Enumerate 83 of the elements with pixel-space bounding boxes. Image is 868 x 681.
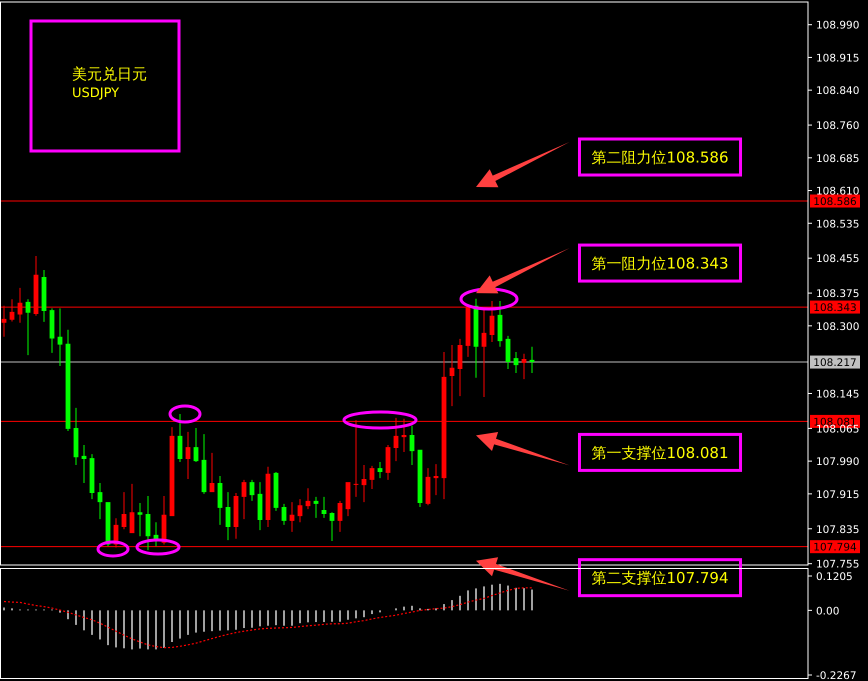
candlestick xyxy=(170,427,174,516)
ref-line-label: 108.586 xyxy=(813,196,858,208)
ref-line-label: 108.217 xyxy=(813,357,857,370)
candlestick xyxy=(218,476,222,525)
candlestick xyxy=(306,488,310,510)
candlestick xyxy=(138,503,142,536)
candlestick xyxy=(194,428,198,462)
line-series xyxy=(3,587,533,648)
y-tick-label: 108.535 xyxy=(816,218,860,230)
annotation: 第二阻力位108.586 xyxy=(591,148,729,167)
candlestick xyxy=(314,496,318,518)
candlestick xyxy=(386,444,390,480)
y-tick-label: 108.840 xyxy=(816,85,860,98)
ref-line-label: 107.794 xyxy=(813,542,858,554)
y-tick-label: 108.990 xyxy=(816,20,860,32)
y-tick-label: 107.990 xyxy=(816,456,860,468)
candlestick xyxy=(250,480,254,501)
candlestick xyxy=(426,468,430,506)
candlestick xyxy=(506,336,510,370)
y-tick-label: 107.755 xyxy=(816,558,860,571)
y-tick-label: 0.1205 xyxy=(816,571,853,583)
candlestick xyxy=(186,432,190,480)
candlestick xyxy=(530,346,534,373)
candlestick xyxy=(90,454,94,500)
y-tick-label: -0.2267 xyxy=(816,670,857,681)
candlestick xyxy=(66,330,70,432)
candlestick xyxy=(450,345,454,406)
candlestick xyxy=(346,482,350,516)
annotation: 第一阻力位108.343 xyxy=(591,254,729,273)
y-tick-label: 108.915 xyxy=(816,52,860,64)
candlestick xyxy=(522,354,526,380)
y-tick-label: 107.835 xyxy=(816,524,860,536)
y-tick-label: 108.685 xyxy=(816,152,860,165)
candlestick xyxy=(58,308,62,366)
candlestick xyxy=(298,499,302,522)
annotation: 第二支撑位107.794 xyxy=(591,569,729,588)
y-tick-label: 0.00 xyxy=(816,605,840,618)
candlestick xyxy=(122,492,126,530)
ref-line-label: 108.343 xyxy=(813,302,857,314)
candlestick xyxy=(362,465,366,502)
y-tick-label: 108.455 xyxy=(816,253,860,266)
candlestick xyxy=(210,452,214,492)
candlestick xyxy=(50,308,54,353)
candlestick xyxy=(290,502,294,532)
candlestick xyxy=(146,496,150,550)
y-tick-label: 108.145 xyxy=(816,388,860,400)
candlestick xyxy=(338,500,342,532)
candlestick xyxy=(514,352,518,373)
candlestick xyxy=(26,299,30,356)
text: USDJPY xyxy=(72,86,120,101)
candlestick xyxy=(474,298,478,378)
candlestick xyxy=(434,464,438,496)
candlestick xyxy=(418,450,422,507)
candlestick xyxy=(242,480,246,520)
y-tick-label: 108.760 xyxy=(816,120,860,132)
candlestick xyxy=(130,484,134,534)
candlestick xyxy=(106,502,110,546)
y-tick-label: 107.915 xyxy=(816,488,860,501)
candlestick xyxy=(178,414,182,462)
candlestick xyxy=(482,308,486,397)
candlestick xyxy=(322,496,326,518)
y-tick-label: 108.300 xyxy=(816,320,860,333)
text: 美元兑日元 xyxy=(72,65,147,83)
candlestick xyxy=(42,270,46,322)
candlestick xyxy=(498,300,502,347)
candlestick xyxy=(330,512,334,541)
y-tick-label: 108.610 xyxy=(816,186,860,198)
y-tick-label: 108.375 xyxy=(816,288,860,300)
candlestick xyxy=(410,426,414,466)
candlestick xyxy=(266,466,270,528)
candlestick xyxy=(226,492,230,540)
candlestick xyxy=(98,482,102,520)
candlestick xyxy=(82,444,86,483)
candlestick xyxy=(258,482,262,530)
candlestick xyxy=(202,434,206,494)
candlestick xyxy=(234,492,238,539)
candlestick xyxy=(74,408,78,466)
annotation: 第一支撑位108.081 xyxy=(591,444,729,462)
candlestick xyxy=(282,504,286,525)
candlestick xyxy=(370,466,374,490)
candlestick xyxy=(458,338,462,396)
candlestick xyxy=(274,472,278,511)
candlestick xyxy=(378,462,382,478)
